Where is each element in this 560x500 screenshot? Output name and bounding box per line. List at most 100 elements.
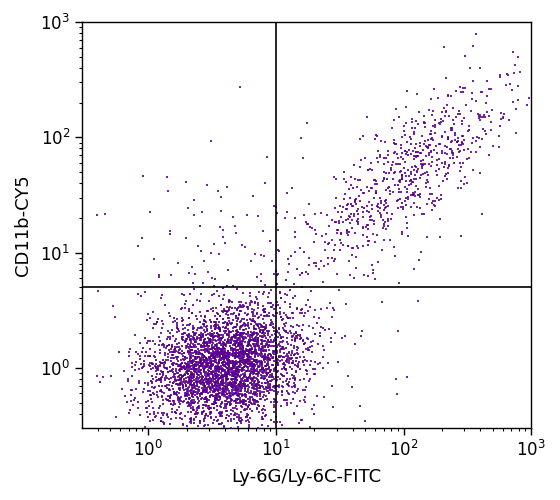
Point (186, 417, 195, 425)
Point (352, 242, 361, 250)
Point (250, 378, 259, 386)
Point (275, 247, 284, 255)
Point (359, 224, 368, 232)
Point (208, 368, 217, 376)
Point (204, 330, 213, 338)
Point (214, 409, 223, 417)
Point (198, 408, 207, 416)
Point (208, 344, 217, 352)
Point (200, 316, 209, 324)
Point (226, 364, 235, 372)
Point (293, 362, 302, 370)
Point (274, 356, 283, 364)
Point (220, 348, 228, 356)
Point (193, 404, 202, 411)
Point (427, 135, 436, 143)
Point (220, 308, 229, 316)
Point (220, 402, 229, 410)
Point (250, 364, 259, 372)
Point (227, 394, 236, 402)
Point (237, 378, 246, 386)
Point (209, 304, 218, 312)
Point (185, 330, 194, 338)
Point (342, 300, 351, 308)
Point (412, 148, 421, 156)
Point (351, 264, 360, 272)
Point (394, 327, 403, 335)
Point (254, 330, 263, 338)
Point (239, 380, 248, 388)
Point (212, 320, 221, 328)
Point (218, 360, 227, 368)
Point (218, 390, 227, 398)
Point (409, 130, 418, 138)
Point (240, 356, 249, 364)
Point (250, 368, 259, 376)
Point (281, 328, 290, 336)
Point (302, 268, 311, 276)
Point (309, 324, 318, 332)
Point (211, 322, 220, 330)
Point (176, 364, 185, 372)
Point (408, 191, 417, 199)
Point (248, 350, 256, 358)
Point (225, 398, 234, 406)
Point (222, 364, 231, 372)
Point (228, 324, 237, 332)
Point (201, 395, 210, 403)
Point (195, 417, 204, 425)
Point (167, 342, 176, 349)
Point (224, 359, 233, 367)
Point (253, 360, 262, 368)
Point (248, 308, 257, 316)
Point (217, 300, 226, 308)
Point (246, 297, 255, 305)
Point (173, 376, 182, 384)
Point (262, 386, 270, 394)
Point (403, 374, 412, 382)
Point (196, 388, 205, 396)
Point (174, 370, 183, 378)
Point (174, 394, 183, 402)
Point (231, 368, 240, 376)
Point (301, 398, 310, 406)
Point (419, 210, 428, 218)
Point (171, 377, 180, 385)
Point (337, 239, 346, 247)
Point (304, 220, 313, 228)
Point (208, 360, 217, 368)
Point (215, 356, 224, 364)
Point (421, 137, 430, 145)
Point (212, 324, 221, 332)
Point (397, 174, 406, 182)
Point (241, 320, 250, 328)
Point (240, 338, 249, 346)
Point (239, 362, 248, 370)
Point (460, 173, 469, 181)
Point (501, 80, 510, 88)
Point (231, 347, 240, 355)
Point (220, 382, 228, 390)
Point (239, 330, 248, 338)
Point (347, 244, 356, 252)
Point (260, 402, 269, 410)
Point (216, 352, 225, 360)
Point (218, 390, 227, 398)
Point (217, 194, 226, 202)
Point (242, 364, 251, 372)
Point (230, 332, 239, 340)
Point (272, 308, 281, 316)
Point (400, 122, 409, 130)
Point (276, 358, 284, 366)
Point (233, 338, 242, 346)
Point (146, 417, 155, 425)
Point (247, 360, 256, 368)
Point (235, 378, 244, 386)
Point (368, 269, 377, 277)
Point (211, 356, 220, 364)
Point (262, 383, 270, 391)
Point (248, 376, 256, 384)
Point (313, 340, 322, 347)
Point (224, 380, 233, 388)
Point (432, 142, 441, 150)
